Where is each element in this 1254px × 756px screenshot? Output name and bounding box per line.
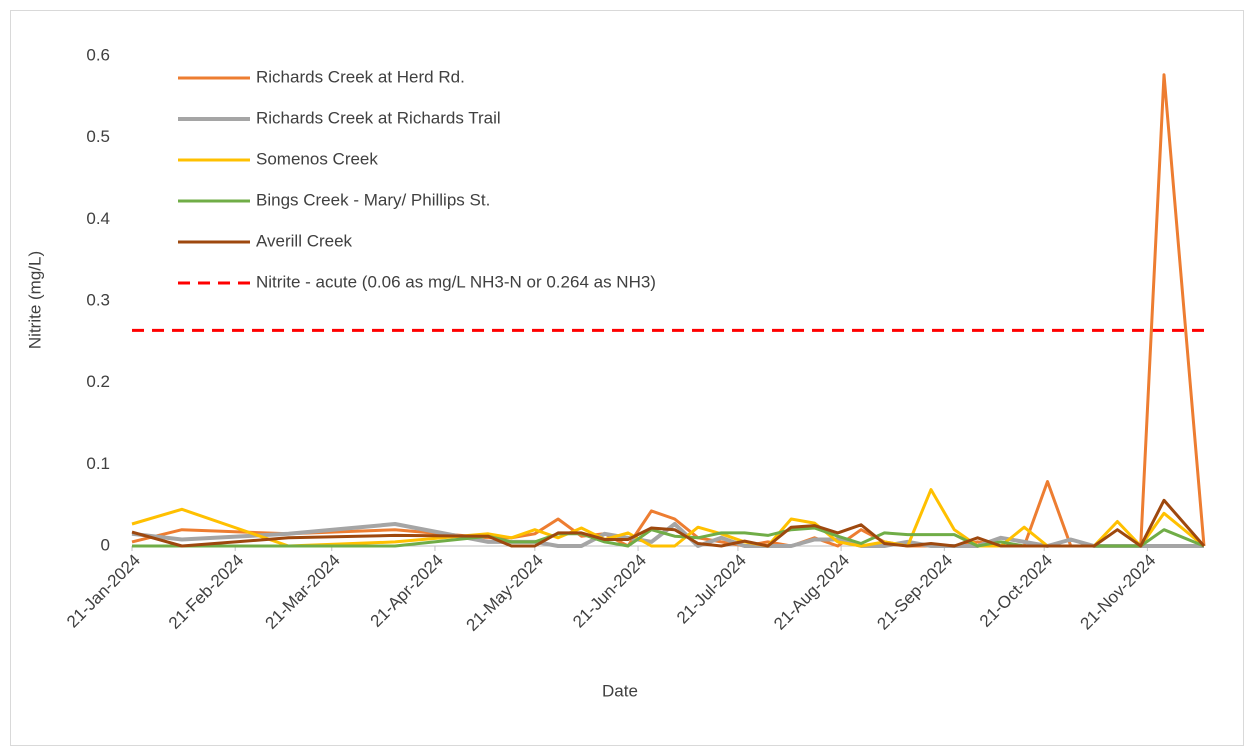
y-tick-label: 0.4 [86, 209, 110, 228]
y-tick-label: 0.3 [86, 290, 110, 309]
x-axis-label: Date [602, 681, 638, 700]
legend-label: Richards Creek at Herd Rd. [256, 67, 465, 86]
series-line [131, 498, 1206, 548]
y-tick-label: 0.5 [86, 127, 110, 146]
y-axis-label: Nitrite (mg/L) [25, 251, 44, 349]
legend-label: Richards Creek at Richards Trail [256, 108, 501, 127]
chart-border [10, 10, 1244, 746]
y-tick-label: 0 [101, 535, 110, 554]
y-tick-label: 0.2 [86, 372, 110, 391]
y-tick-label: 0.6 [86, 45, 110, 64]
legend-label: Somenos Creek [256, 149, 378, 168]
legend-label: Nitrite - acute (0.06 as mg/L NH3-N or 0… [256, 272, 656, 291]
legend-label: Bings Creek - Mary/ Phillips St. [256, 190, 490, 209]
y-tick-label: 0.1 [86, 454, 110, 473]
legend-label: Averill Creek [256, 231, 353, 250]
